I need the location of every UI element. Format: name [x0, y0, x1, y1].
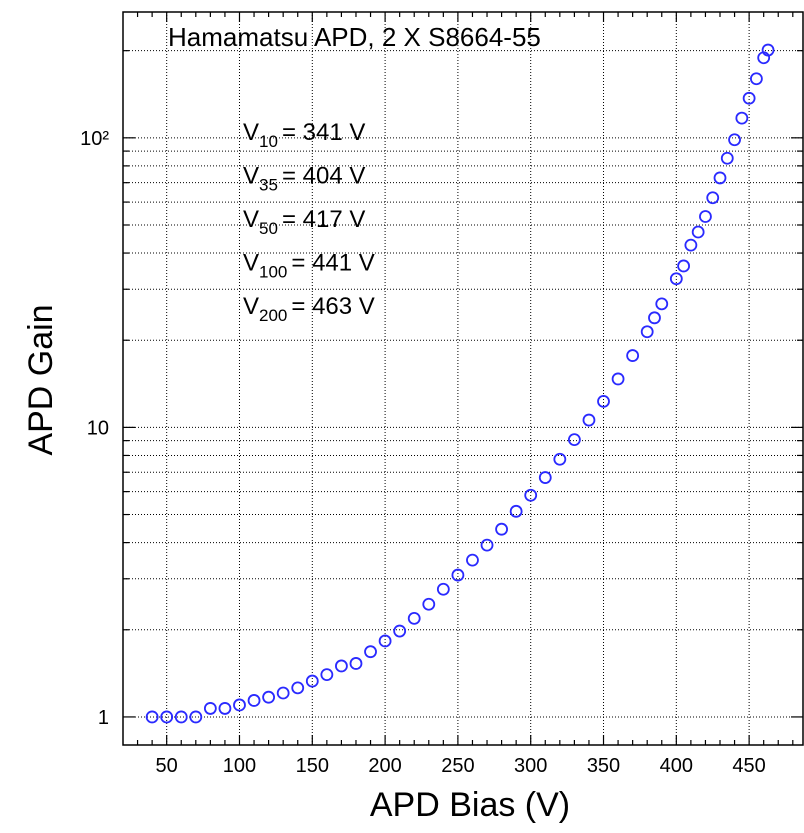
- data-point: [145, 710, 159, 724]
- x-tick-label: 100: [223, 755, 256, 777]
- chart-title: Hamamatsu APD, 2 X S8664-55: [168, 22, 541, 52]
- annotation-subscript: 10: [259, 132, 278, 151]
- data-point: [750, 72, 763, 86]
- data-point: [233, 698, 246, 712]
- data-point: [677, 259, 690, 273]
- data-point: [422, 597, 436, 611]
- data-point: [305, 674, 319, 688]
- annotation-text: = 463 V: [291, 293, 374, 320]
- annotation-subscript: 200: [259, 306, 287, 325]
- data-point: [735, 111, 749, 125]
- data-point: [378, 634, 392, 648]
- data-point: [203, 702, 217, 715]
- data-point: [451, 568, 465, 582]
- data-point: [466, 553, 479, 567]
- y-tick-label: 1: [98, 707, 109, 729]
- data-point: [189, 710, 203, 724]
- annotation-subscript: 100: [259, 263, 287, 282]
- annotation: V35 = 404 V: [243, 163, 365, 195]
- data-point: [655, 297, 669, 311]
- x-tick-label: 150: [296, 755, 329, 777]
- annotation-symbol: V: [243, 119, 259, 146]
- annotation: V200 = 463 V: [243, 293, 375, 325]
- data-point: [567, 433, 581, 447]
- y-axis-label: APD Gain: [22, 304, 60, 455]
- data-point: [742, 91, 756, 105]
- data-point: [509, 504, 523, 518]
- annotation-symbol: V: [243, 206, 259, 233]
- data-point: [720, 151, 734, 165]
- data-point: [436, 582, 450, 596]
- data-point: [553, 452, 567, 466]
- x-tick-label: 400: [660, 755, 693, 777]
- y-tick-label: 10²: [80, 128, 109, 150]
- x-tick-label: 350: [587, 755, 620, 777]
- annotation: V50 = 417 V: [243, 206, 365, 238]
- annotation: V100 = 441 V: [243, 250, 375, 282]
- plot-frame: [122, 11, 804, 746]
- annotation-subscript: 50: [259, 219, 278, 238]
- data-point: [393, 624, 407, 638]
- data-point: [291, 681, 305, 695]
- annotation-text: = 341 V: [282, 119, 365, 146]
- annotation-subscript: 35: [259, 176, 278, 195]
- annotation-symbol: V: [243, 163, 259, 190]
- data-point: [761, 43, 775, 57]
- annotation-symbol: V: [243, 293, 259, 320]
- annotation-symbol: V: [243, 250, 259, 277]
- data-point: [669, 272, 683, 286]
- data-point: [364, 645, 377, 659]
- data-point: [480, 538, 494, 552]
- data-point: [247, 694, 261, 707]
- y-tick-label: 10: [87, 417, 109, 439]
- data-point: [640, 325, 654, 339]
- data-point: [320, 668, 334, 682]
- data-point: [728, 133, 741, 147]
- x-tick-label: 250: [441, 755, 474, 777]
- annotation: V10 = 341 V: [243, 119, 365, 151]
- data-point: [648, 311, 661, 325]
- data-point: [160, 710, 174, 724]
- data-point: [626, 349, 640, 362]
- annotation-text: = 404 V: [282, 163, 365, 190]
- data-point: [706, 191, 720, 205]
- data-point: [349, 657, 363, 670]
- data-point: [684, 238, 698, 252]
- data-point: [524, 488, 538, 502]
- data-point: [582, 413, 596, 427]
- x-axis-label: APD Bias (V): [370, 786, 570, 824]
- x-tick-label: 300: [514, 755, 547, 777]
- data-point: [407, 611, 421, 625]
- x-tick-label: 450: [732, 755, 765, 777]
- data-point: [611, 372, 625, 386]
- annotation-text: = 441 V: [291, 250, 374, 277]
- data-point: [218, 702, 232, 715]
- data-point: [174, 710, 188, 724]
- data-point: [597, 394, 610, 408]
- data-point: [335, 659, 348, 673]
- x-tick-label: 200: [368, 755, 401, 777]
- data-point: [713, 171, 727, 185]
- data-point: [699, 210, 712, 223]
- data-point: [691, 225, 705, 239]
- data-point: [276, 686, 290, 700]
- data-point: [538, 471, 552, 484]
- data-point: [262, 690, 276, 704]
- data-point: [495, 522, 508, 536]
- annotation-text: = 417 V: [282, 206, 365, 233]
- x-tick-label: 50: [156, 755, 178, 777]
